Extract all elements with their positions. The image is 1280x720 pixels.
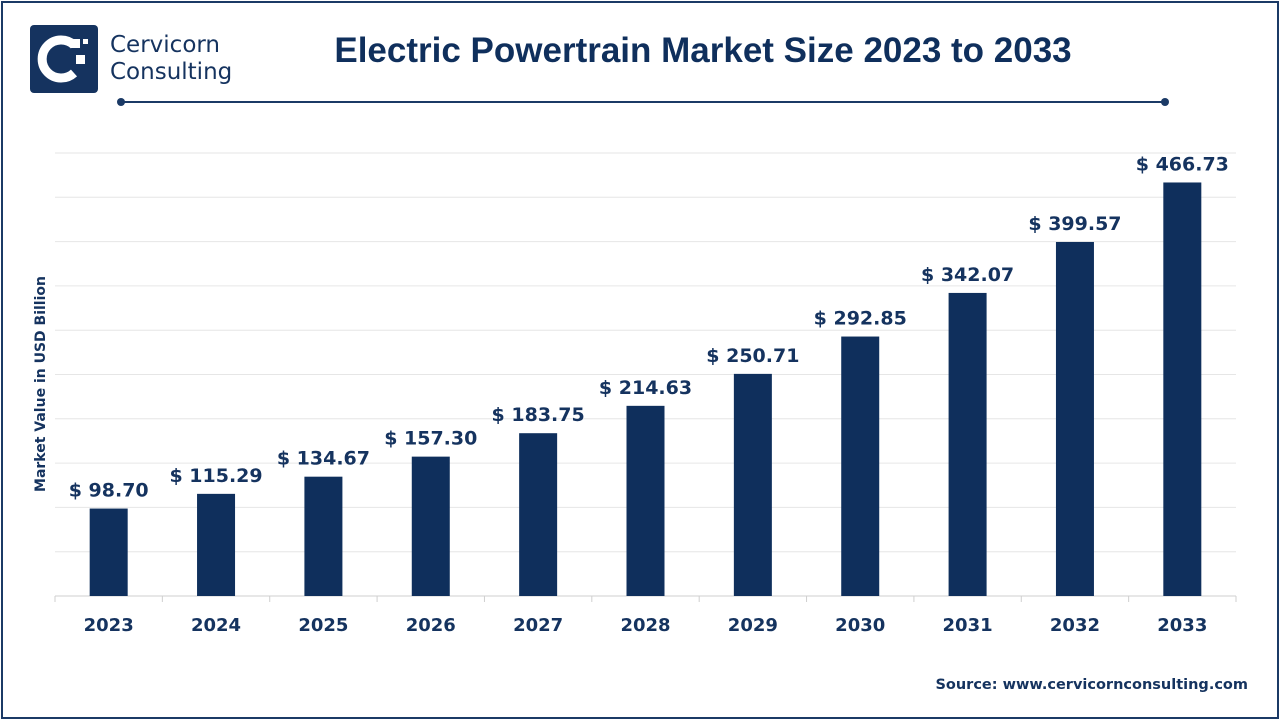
x-tick-label: 2027 [513, 615, 563, 636]
bar [411, 456, 450, 596]
logo-mark-icon [30, 25, 98, 93]
data-label: $ 98.70 [69, 480, 149, 502]
x-tick-label: 2028 [620, 615, 670, 636]
brand-name: Cervicorn Consulting [110, 32, 232, 86]
bar [626, 405, 665, 596]
data-label: $ 115.29 [169, 465, 262, 487]
data-label: $ 466.73 [1136, 153, 1229, 175]
data-label: $ 342.07 [921, 264, 1014, 286]
y-axis-label: Market Value in USD Billion [33, 276, 49, 492]
bar [948, 292, 987, 596]
bar [519, 433, 558, 596]
bar [89, 508, 128, 596]
x-tick-label: 2031 [943, 615, 993, 636]
title-divider [117, 98, 1169, 106]
x-tick-label: 2025 [298, 615, 348, 636]
data-label: $ 134.67 [277, 448, 370, 470]
data-label: $ 399.57 [1028, 213, 1121, 235]
bar [197, 493, 236, 596]
data-label: $ 250.71 [706, 345, 799, 367]
source-note: Source: www.cervicornconsulting.com [935, 677, 1248, 693]
bar [733, 373, 772, 596]
data-label: $ 157.30 [384, 428, 477, 450]
x-tick-label: 2026 [406, 615, 456, 636]
data-label: $ 183.75 [492, 404, 585, 426]
data-label: $ 292.85 [814, 308, 907, 330]
brand-line-2: Consulting [110, 59, 233, 85]
chart-title: Electric Powertrain Market Size 2023 to … [334, 31, 1072, 70]
x-tick-label: 2030 [835, 615, 885, 636]
x-tick-label: 2033 [1157, 615, 1207, 636]
x-tick-label: 2023 [84, 615, 134, 636]
bar [304, 476, 343, 596]
x-tick-label: 2024 [191, 615, 241, 636]
bar [1055, 241, 1094, 596]
x-tick-label: 2029 [728, 615, 778, 636]
data-label: $ 214.63 [599, 377, 692, 399]
brand-line-1: Cervicorn [110, 32, 221, 58]
bar [841, 336, 880, 596]
brand-logo: Cervicorn Consulting [30, 25, 232, 93]
x-tick-label: 2032 [1050, 615, 1100, 636]
bar [1163, 182, 1202, 596]
